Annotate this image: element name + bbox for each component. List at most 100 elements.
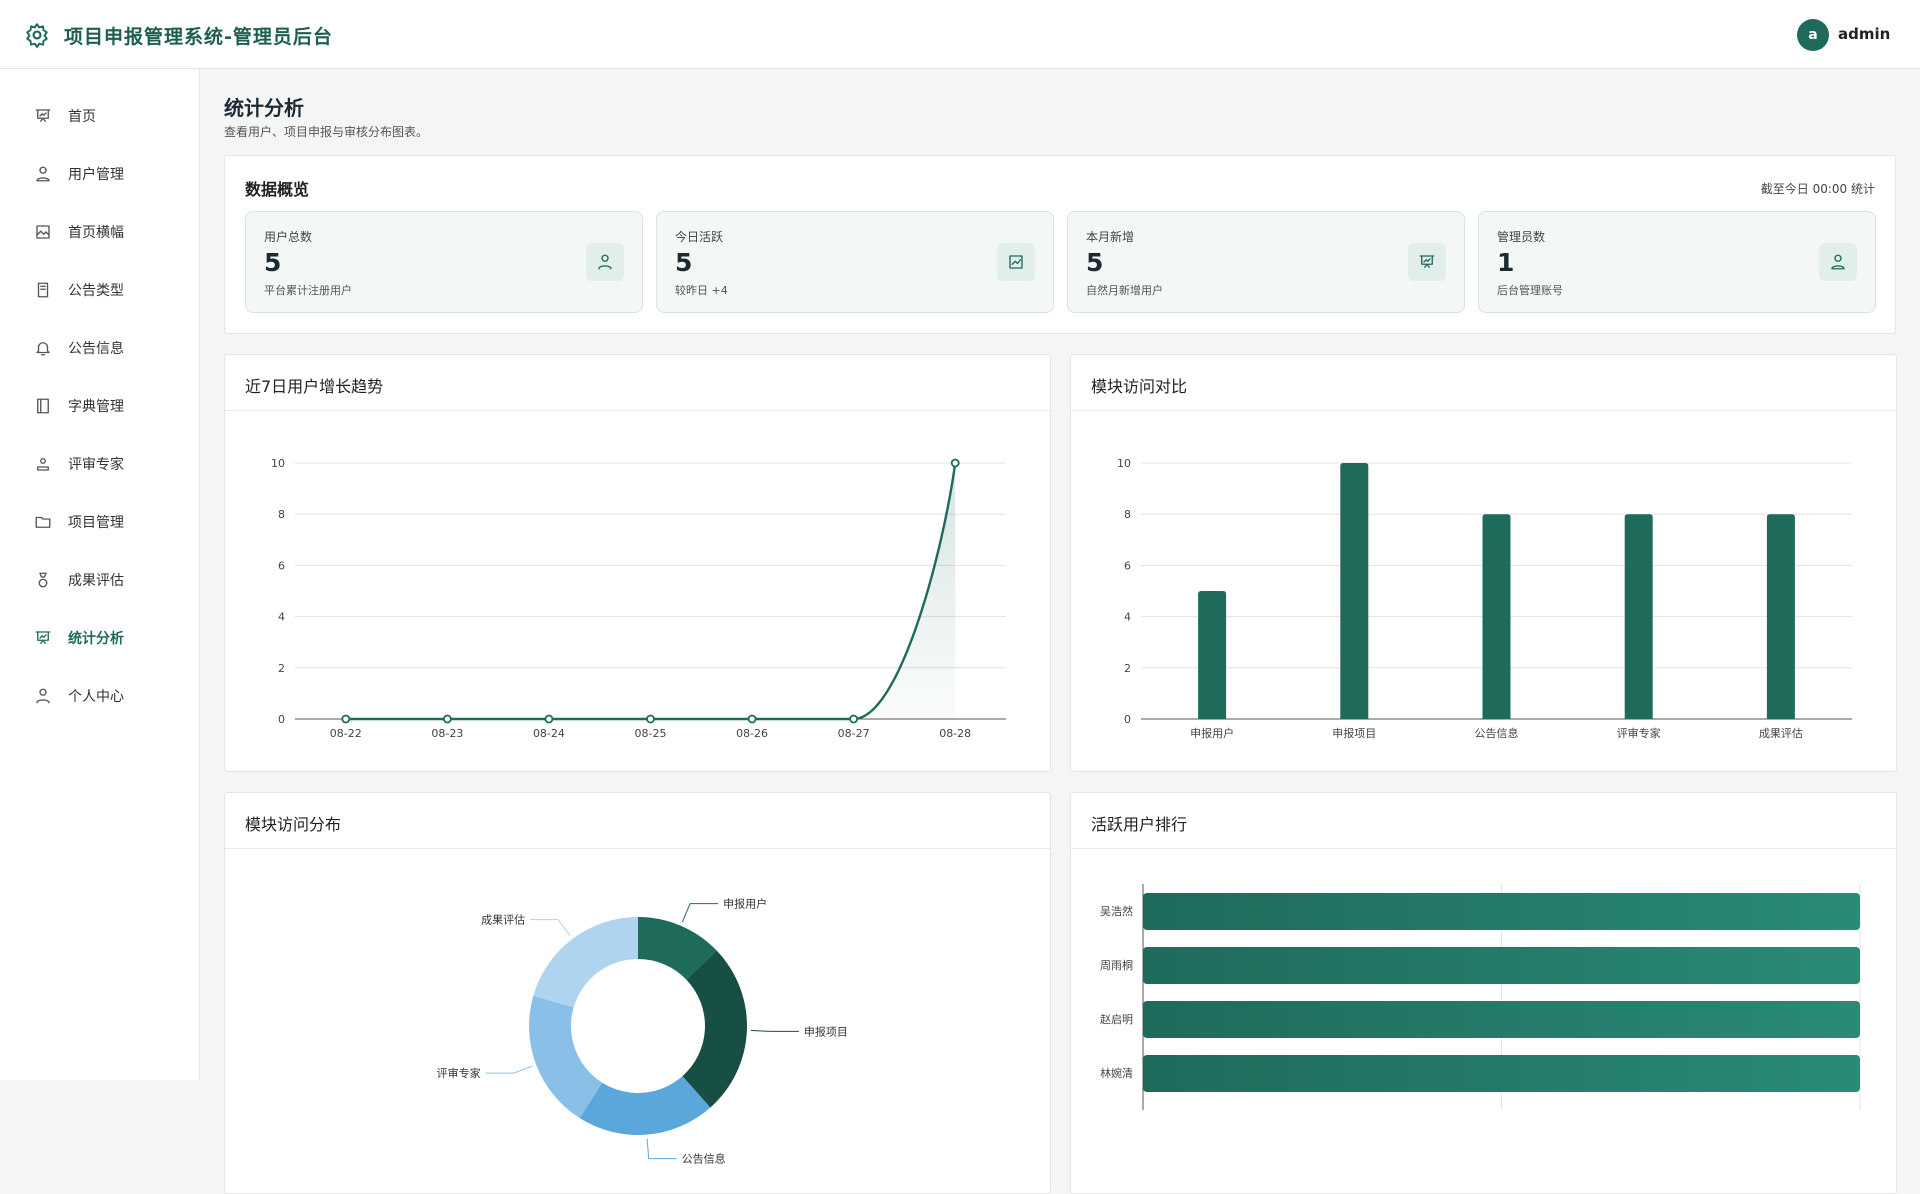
x-tick-label: 08-27 xyxy=(838,727,870,740)
x-tick-label: 申报项目 xyxy=(1332,726,1376,740)
icon xyxy=(1419,255,1435,268)
x-tick-label: 申报用户 xyxy=(1190,726,1234,740)
user-name[interactable]: admin xyxy=(1838,25,1891,43)
x-tick-label: 08-25 xyxy=(635,727,667,740)
slice xyxy=(682,950,747,1108)
menu-item[interactable]: 统计分析 xyxy=(0,618,199,658)
menu-item[interactable]: 用户管理 xyxy=(0,154,199,194)
stat-value: 5 xyxy=(264,248,282,277)
icon-shape xyxy=(35,516,51,528)
stat-icon xyxy=(997,243,1035,281)
sidebar: 首页用户管理首页横幅公告类型公告信息字典管理评审专家项目管理成果评估统计分析个人… xyxy=(0,69,200,1080)
icon-shape xyxy=(1419,255,1435,268)
point xyxy=(646,714,655,724)
slice xyxy=(638,917,717,980)
menu-item[interactable]: 公告信息 xyxy=(0,328,199,368)
y-tick-label: 吴浩然 xyxy=(1100,904,1133,918)
leader-line xyxy=(530,919,571,936)
menu-label: 统计分析 xyxy=(68,631,124,647)
menu-item[interactable]: 首页横幅 xyxy=(0,212,199,252)
y-tick-label: 2 xyxy=(1124,662,1131,675)
bar xyxy=(1143,1001,1860,1038)
leader-line xyxy=(485,1065,533,1074)
slice-label: 公告信息 xyxy=(682,1152,726,1166)
card-header: 近7日用户增长趋势 xyxy=(225,355,1050,411)
icon xyxy=(598,254,612,270)
point xyxy=(950,458,960,468)
menu-item[interactable]: 首页 xyxy=(0,96,199,136)
x-tick-label: 评审专家 xyxy=(1617,726,1661,740)
y-tick-label: 8 xyxy=(1124,508,1131,521)
stat-value: 5 xyxy=(675,248,693,277)
stat-note: 平台累计注册用户 xyxy=(264,284,352,297)
icon-shape xyxy=(36,166,50,182)
icon-shape xyxy=(598,254,612,270)
stat-card: 今日活跃 5 较昨日 +4 xyxy=(656,211,1054,313)
icon-shape xyxy=(38,572,48,588)
slice-label: 成果评估 xyxy=(481,914,525,927)
page-title: 统计分析 xyxy=(224,96,304,120)
stat-card: 管理员数 1 后台管理账号 xyxy=(1478,211,1876,313)
point xyxy=(442,714,452,724)
y-tick-label: 赵启明 xyxy=(1100,1012,1133,1026)
line xyxy=(345,462,957,721)
icon-shape xyxy=(36,688,50,704)
area xyxy=(345,463,956,719)
menu-item[interactable]: 项目管理 xyxy=(0,502,199,542)
stat-note: 自然月新增用户 xyxy=(1086,284,1163,297)
menu-item[interactable]: 字典管理 xyxy=(0,386,199,426)
bar xyxy=(1482,514,1511,719)
icon xyxy=(37,398,49,414)
stat-label: 用户总数 xyxy=(264,230,313,244)
point xyxy=(747,714,757,724)
menu-item[interactable]: 成果评估 xyxy=(0,560,199,600)
point xyxy=(341,714,351,724)
card-header: 模块访问对比 xyxy=(1071,355,1896,411)
slice xyxy=(533,917,638,1008)
chart-card: 近7日用户增长趋势 0 2 4 6 8 10 08-22 08-23 08-24 08-25 08-2… xyxy=(224,354,1051,772)
stat-card: 用户总数 5 平台累计注册用户 xyxy=(245,211,643,313)
menu-item[interactable]: 个人中心 xyxy=(0,676,199,716)
chart-title: 模块访问分布 xyxy=(245,815,342,834)
chart-card: 模块访问分布申报用户 申报项目 公告信息 评审专家 成果评估 xyxy=(224,792,1051,1194)
menu-label: 成果评估 xyxy=(68,573,124,589)
menu-label: 首页横幅 xyxy=(68,225,124,241)
menu-label: 字典管理 xyxy=(68,399,124,415)
stat-icon xyxy=(586,243,624,281)
slice xyxy=(529,995,603,1119)
menu-label: 项目管理 xyxy=(68,515,124,531)
icon-shape xyxy=(1831,254,1845,270)
chart-title: 活跃用户排行 xyxy=(1091,815,1188,834)
header: 项目申报管理系统-管理员后台 a admin xyxy=(0,0,1920,69)
menu-label: 公告类型 xyxy=(68,283,124,299)
menu-label: 评审专家 xyxy=(68,457,124,473)
icon-shape xyxy=(37,458,49,471)
logo-icon xyxy=(26,23,48,48)
menu-label: 首页 xyxy=(68,109,96,125)
menu-label: 个人中心 xyxy=(68,689,124,705)
stat-label: 本月新增 xyxy=(1086,230,1135,244)
stat-label: 今日活跃 xyxy=(675,230,724,244)
x-tick-label: 08-28 xyxy=(939,727,971,740)
menu-item[interactable]: 评审专家 xyxy=(0,444,199,484)
leader-line xyxy=(646,1138,677,1160)
point xyxy=(544,714,554,724)
y-tick-label: 周雨桐 xyxy=(1100,958,1133,972)
menu-label: 公告信息 xyxy=(68,341,124,357)
stat-icon xyxy=(1819,243,1857,281)
y-tick-label: 10 xyxy=(271,457,285,470)
icon xyxy=(1009,255,1023,269)
icon xyxy=(36,688,50,704)
overview-note: 截至今日 00:00 统计 xyxy=(1760,182,1875,196)
icon xyxy=(37,282,49,298)
stat-note: 后台管理账号 xyxy=(1497,284,1563,297)
point xyxy=(849,714,859,724)
bar xyxy=(1143,1055,1860,1092)
avatar[interactable]: a xyxy=(1797,19,1829,51)
menu-item[interactable]: 公告类型 xyxy=(0,270,199,310)
icon-shape xyxy=(35,109,51,122)
bar xyxy=(1198,591,1227,719)
icon xyxy=(36,342,50,356)
